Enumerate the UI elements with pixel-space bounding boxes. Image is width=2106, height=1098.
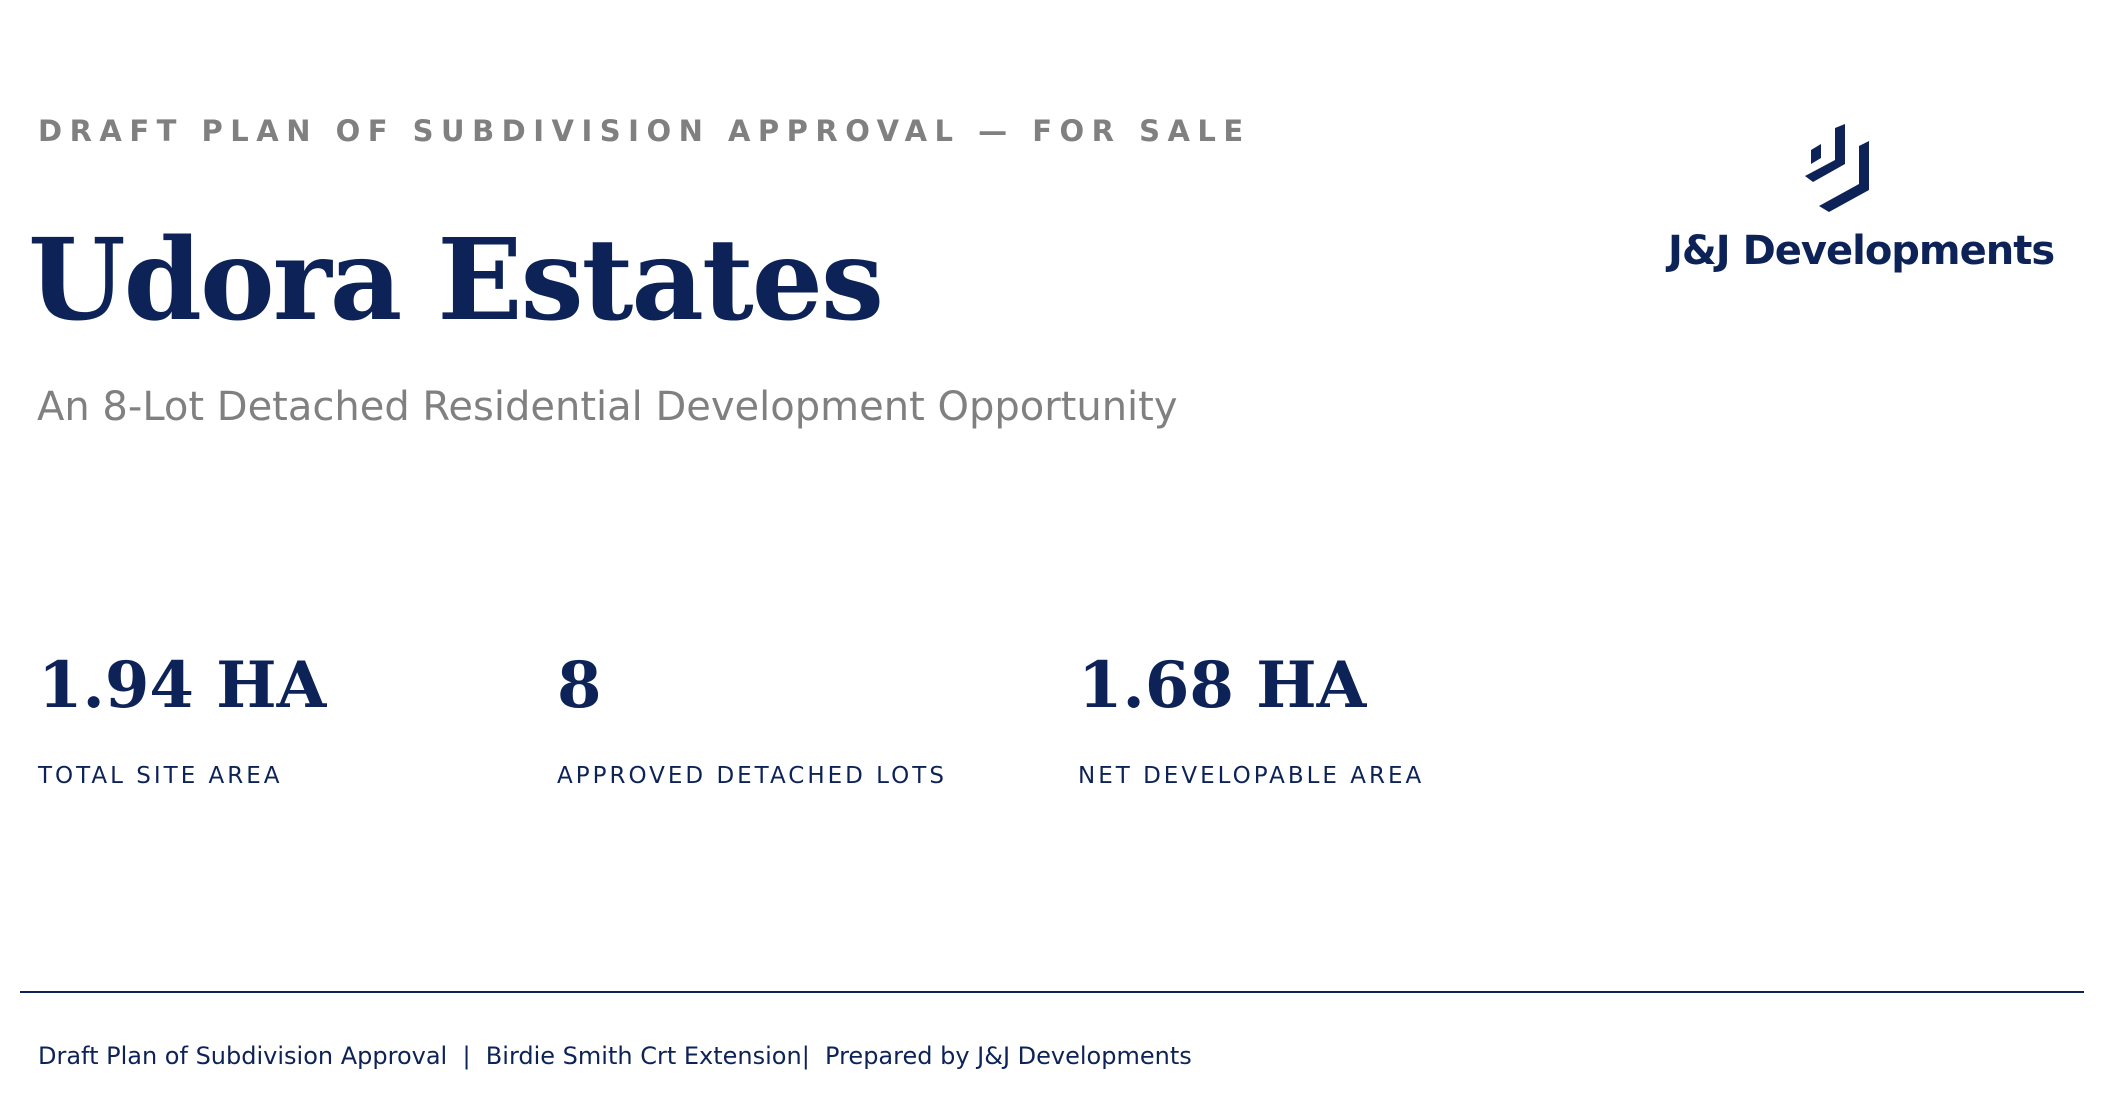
- title: Udora Estates: [28, 215, 884, 346]
- stat-label: TOTAL SITE AREA: [38, 763, 283, 789]
- stat-label: NET DEVELOPABLE AREA: [1078, 763, 1425, 789]
- eyebrow: DRAFT PLAN OF SUBDIVISION APPROVAL — FOR…: [38, 114, 1251, 148]
- stat: 8 APPROVED DETACHED LOTS: [557, 648, 947, 789]
- stat-label: APPROVED DETACHED LOTS: [557, 763, 947, 789]
- logo-icon: [1805, 124, 1869, 212]
- footer: Draft Plan of Subdivision Approval | Bir…: [38, 1042, 1192, 1070]
- stat-value: 1.68 HA: [1078, 648, 1367, 723]
- divider: [20, 991, 2084, 993]
- stat-value: 1.94 HA: [38, 648, 327, 723]
- subtitle: An 8-Lot Detached Residential Developmen…: [37, 384, 1178, 430]
- stat-value: 8: [557, 648, 602, 723]
- stat: 1.94 HA TOTAL SITE AREA: [38, 648, 326, 789]
- logo-name: J&J Developments: [1668, 228, 2055, 274]
- stat: 1.68 HA NET DEVELOPABLE AREA: [1078, 648, 1424, 789]
